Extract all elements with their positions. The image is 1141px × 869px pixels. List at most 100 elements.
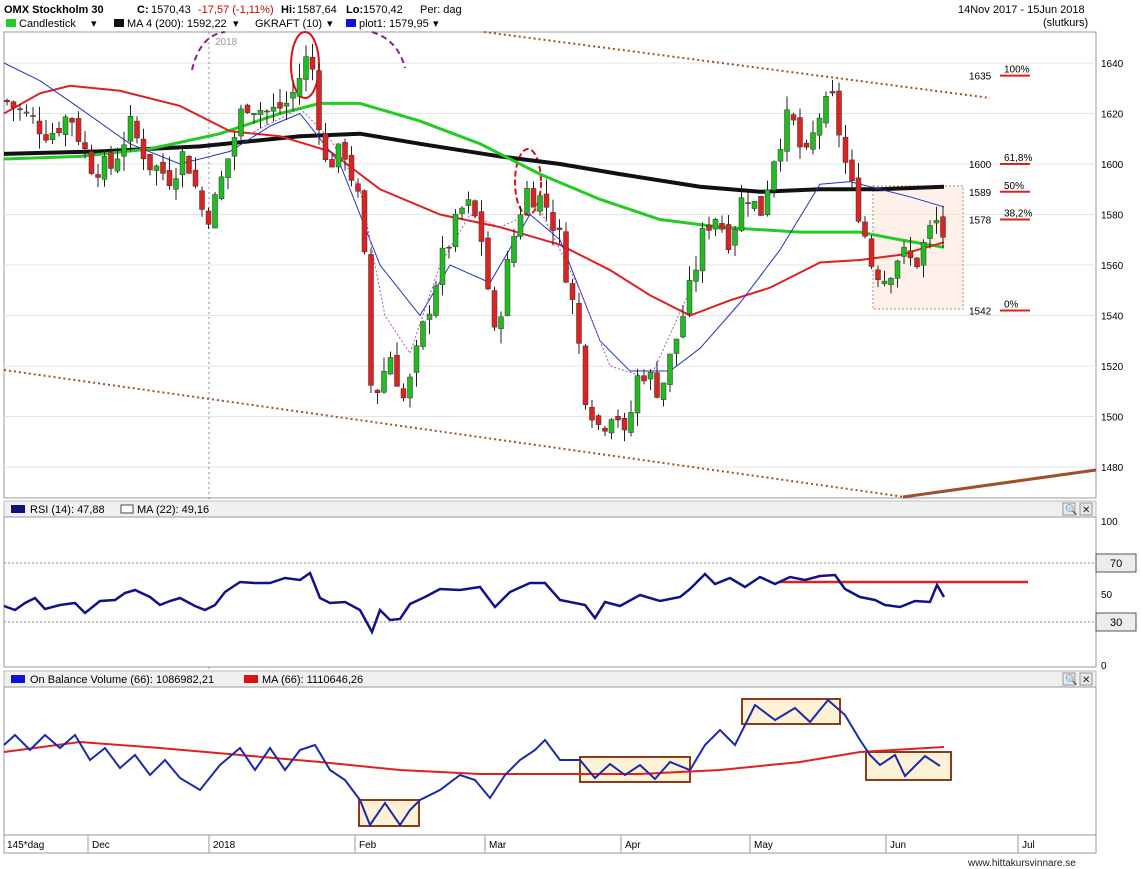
candle-body (680, 316, 686, 338)
candle-body (914, 257, 920, 268)
candle-body (940, 216, 946, 238)
candle-body (621, 417, 628, 431)
candle-body (693, 269, 699, 282)
candle-body (342, 142, 348, 160)
rsi-30-badge (1095, 612, 1137, 632)
fib-price-label: 1589 (969, 188, 992, 199)
rsi-swatch (11, 505, 25, 513)
candle-body (82, 142, 88, 150)
rsi-close-button[interactable] (1079, 502, 1093, 516)
legend-plot1[interactable]: plot1: 1579,95 (359, 18, 429, 30)
rsi-zoom-icon[interactable]: 🔍 (1065, 503, 1077, 516)
fib-price-label: 1600 (969, 160, 992, 171)
candle-body (868, 238, 875, 267)
candle-body (654, 372, 660, 398)
price-tick-label: 1640 (1101, 59, 1124, 70)
candle-body (797, 117, 803, 148)
legend-plot1-dropdown-icon[interactable]: ▾ (433, 18, 439, 30)
candle-body (205, 210, 212, 225)
support-line (902, 468, 1097, 499)
rsi-tick-50: 50 (1101, 590, 1113, 601)
rsi-zoom-button[interactable] (1062, 502, 1076, 516)
candle-body (43, 134, 49, 141)
candle-body (569, 283, 576, 300)
candle-body (829, 91, 836, 94)
candle-body (842, 136, 849, 163)
candle-body (361, 190, 368, 253)
candle-body (816, 117, 823, 136)
obv-zoom-button[interactable] (1062, 672, 1076, 686)
period-label: Per: dag (420, 4, 462, 16)
price-tick-label: 1480 (1101, 463, 1124, 474)
obv-close-icon[interactable]: ✕ (1082, 675, 1090, 686)
candle-body (543, 193, 550, 208)
legend-gkraft-dropdown-icon[interactable]: ▾ (327, 18, 333, 30)
obv-series-line (3, 698, 941, 828)
candle-body (576, 302, 582, 344)
legend-candlestick-dropdown-icon[interactable]: ▾ (91, 18, 97, 30)
date-range: 14Nov 2017 - 15Jun 2018 (958, 4, 1085, 16)
obv-close-button[interactable] (1079, 672, 1093, 686)
fib-price-label: 1542 (969, 306, 992, 317)
candle-body (478, 211, 485, 242)
mid-ellipse (514, 148, 542, 216)
candle-body (121, 144, 127, 157)
rsi-70-badge-text: 70 (1110, 558, 1122, 570)
candle-body (524, 188, 530, 214)
rsi-tick-0: 0 (1101, 661, 1107, 672)
candle-body (355, 183, 361, 192)
candle-body (537, 195, 543, 212)
x-tick-label: Jun (890, 840, 906, 851)
candle-body (316, 70, 322, 131)
x-tick-label: Apr (625, 840, 641, 851)
candle-body (608, 419, 615, 434)
candle-body (309, 56, 316, 70)
legend-gkraft[interactable]: GKRAFT (10) (255, 18, 322, 30)
candle-body (491, 290, 498, 328)
candle-body (166, 170, 173, 187)
candle-body (75, 118, 82, 142)
candle-body (660, 382, 667, 400)
candle-body (589, 407, 595, 421)
candle-body (231, 137, 238, 157)
candle-body (641, 375, 647, 382)
candle-body (472, 200, 478, 217)
close-value: 1570,43 (151, 4, 191, 16)
candle-body (108, 152, 114, 169)
obv-ma-swatch (244, 675, 258, 683)
candle-body (732, 229, 738, 246)
fib-pct-label: 100% (1004, 65, 1030, 76)
candle-body (790, 114, 797, 121)
candle-body (413, 345, 420, 373)
candle-body (777, 149, 784, 162)
legend-ma[interactable]: MA 4 (200): 1592,22 (127, 18, 227, 30)
obv-ma-label: MA (66): 1110646,26 (262, 674, 363, 686)
candle-body (277, 102, 283, 109)
fib-pct-label: 0% (1004, 299, 1019, 310)
candle-body (114, 158, 121, 172)
obv-ma-line (3, 740, 945, 775)
x-tick-label: Mar (489, 840, 507, 851)
candle-body (251, 113, 257, 116)
obv-zoom-icon[interactable]: 🔍 (1065, 673, 1077, 686)
candle-body (849, 159, 855, 182)
candle-body (803, 142, 810, 148)
candle-body (459, 207, 465, 214)
x-tick-label: May (754, 840, 773, 851)
rsi-close-icon[interactable]: ✕ (1082, 505, 1090, 516)
fib-price-label: 1578 (969, 216, 992, 227)
legend-candlestick[interactable]: Candlestick (19, 18, 76, 30)
fib-pct-label: 50% (1004, 181, 1024, 192)
candle-body (933, 220, 940, 224)
candle-body (264, 110, 270, 113)
candle-body (582, 345, 589, 406)
cycle-arc-left (191, 31, 226, 71)
candle-body (290, 91, 296, 99)
x-period-label: 145*dag (7, 840, 44, 851)
rsi-70-badge (1095, 553, 1137, 573)
legend-ma-dropdown-icon[interactable]: ▾ (233, 18, 239, 30)
hi-value: 1587,64 (297, 4, 337, 16)
candle-body (270, 106, 277, 112)
candle-body (303, 56, 309, 80)
candle-body (550, 212, 556, 231)
